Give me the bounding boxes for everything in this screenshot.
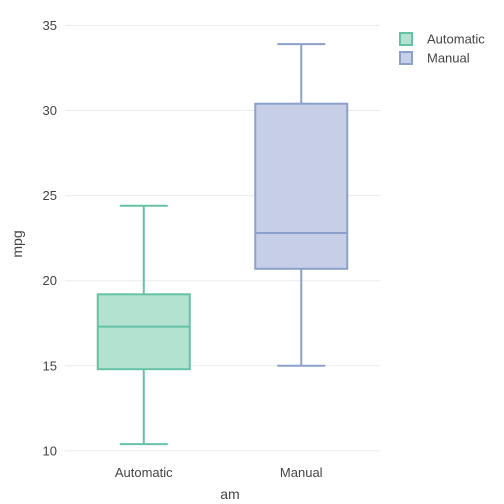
- legend-label: Manual: [427, 51, 470, 66]
- iqr-box: [254, 102, 349, 270]
- box-automatic: [96, 204, 191, 446]
- y-tick-label: 35: [43, 18, 57, 33]
- y-axis-ticks: 10 15 20 25 30 35: [43, 18, 57, 458]
- y-tick-label: 25: [43, 188, 57, 203]
- legend-item: Manual: [399, 51, 470, 66]
- x-axis-ticks: Automatic Manual: [115, 465, 323, 480]
- y-tick-label: 15: [43, 358, 57, 373]
- box-manual: [254, 43, 349, 367]
- y-tick-label: 20: [43, 273, 57, 288]
- y-tick-label: 30: [43, 103, 57, 118]
- legend-swatch: [399, 32, 413, 46]
- legend-label: Automatic: [427, 32, 485, 47]
- box-series: [96, 43, 349, 446]
- legend-item: Automatic: [399, 32, 485, 47]
- x-tick-label: Manual: [280, 465, 323, 480]
- y-tick-label: 10: [43, 443, 57, 458]
- legend-swatch: [399, 51, 413, 65]
- y-axis-title: mpg: [9, 230, 25, 257]
- legend: Automatic Manual: [399, 32, 485, 66]
- x-axis-title: am: [220, 486, 239, 502]
- iqr-box: [96, 293, 191, 371]
- x-tick-label: Automatic: [115, 465, 173, 480]
